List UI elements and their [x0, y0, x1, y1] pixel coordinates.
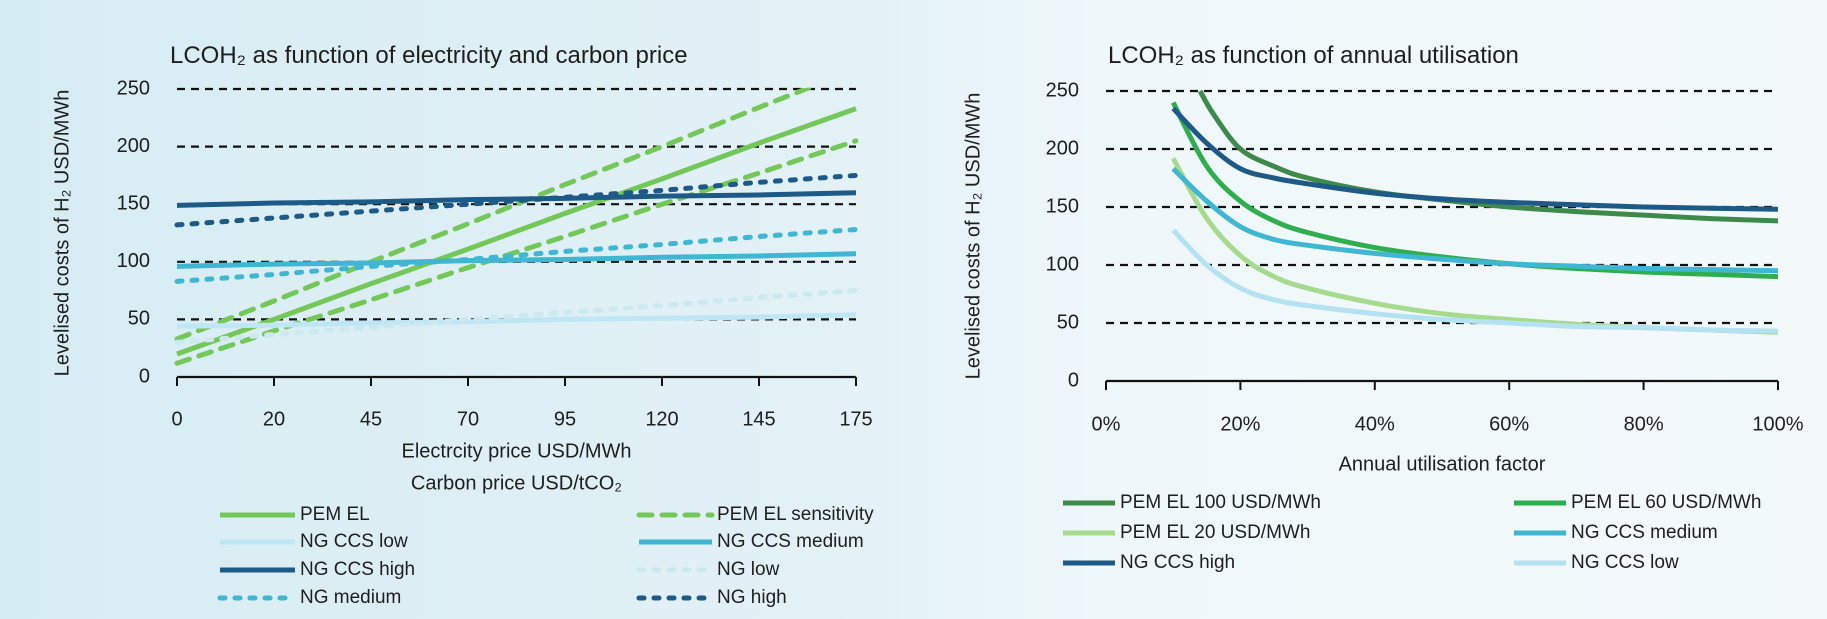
x-axis-label: Carbon price USD/tCO₂: [411, 472, 622, 494]
legend-label: NG CCS medium: [1571, 522, 1718, 543]
legend-label: PEM EL: [300, 504, 370, 525]
x-tick-label: 80%: [1624, 413, 1664, 435]
x-tick-label: 175: [839, 408, 872, 430]
x-tick-label: 40%: [1355, 413, 1395, 435]
legend-item: NG CCS medium: [1514, 522, 1718, 543]
legend-item: PEM EL 20 USD/MWh: [1063, 522, 1310, 543]
series-line-pem-el-60-usd-mwh: [1170, 101, 1779, 280]
x-axis-label: Annual utilisation factor: [1339, 453, 1546, 475]
y-tick-label: 50: [1057, 311, 1079, 333]
x-tick-label: 70: [457, 408, 479, 430]
series-layer: [174, 88, 859, 366]
y-tick-label: 150: [117, 192, 150, 214]
legend: PEM EL PEM EL sensitivity NG CCS low NG CCS…: [217, 504, 874, 608]
y-tick-label: 200: [1046, 137, 1079, 159]
legend-item: PEM EL 60 USD/MWh: [1514, 492, 1761, 513]
legend-item: NG CCS high: [220, 559, 415, 580]
series-line-ng-ccs-high: [176, 190, 857, 208]
series-line-ng-ccs-high: [1171, 106, 1779, 212]
y-tick-label: 100: [117, 250, 150, 272]
legend-label: NG CCS high: [1120, 552, 1235, 573]
y-tick-label: 200: [117, 135, 150, 157]
legend-label: NG low: [717, 559, 780, 580]
chart-title: LCOH₂ as function of annual utilisation: [1108, 42, 1519, 69]
chart-title: LCOH₂ as function of electricity and car…: [170, 42, 688, 69]
legend-item: PEM EL: [220, 504, 370, 525]
y-axis-label: Levelised costs of H₂ USD/MWh: [962, 93, 984, 380]
x-tick-label: 60%: [1489, 413, 1529, 435]
x-tick-label: 100%: [1752, 413, 1803, 435]
series-layer: [1170, 90, 1779, 335]
series-line-ng-ccs-medium: [176, 251, 857, 269]
legend-item: NG CCS low: [1514, 552, 1679, 573]
x-tick-label: 45: [360, 408, 382, 430]
legend: PEM EL 100 USD/MWh PEM EL 60 USD/MWh PEM E…: [1063, 492, 1761, 573]
legend-label: NG CCS medium: [717, 531, 864, 552]
x-tick-label: 20%: [1220, 413, 1260, 435]
chart-electricity-carbon-price: LCOH₂ as function of electricity and car…: [51, 42, 874, 608]
legend-label: PEM EL 60 USD/MWh: [1571, 492, 1761, 513]
legend-label: PEM EL sensitivity: [717, 504, 874, 525]
x-tick-label: 95: [554, 408, 576, 430]
legend-label: NG CCS low: [300, 531, 408, 552]
legend-label: NG high: [717, 587, 787, 608]
chart-annual-utilisation: LCOH₂ as function of annual utilisation L…: [962, 42, 1804, 573]
series-line-ng-ccs-medium: [1171, 166, 1779, 274]
y-tick-label: 150: [1046, 195, 1079, 217]
legend-label: PEM EL 100 USD/MWh: [1120, 492, 1321, 513]
y-tick-label: 250: [1046, 79, 1079, 101]
series-line-pem-el-20-usd-mwh: [1171, 157, 1779, 335]
legend-item: NG CCS low: [220, 531, 408, 552]
x-tick-label: 0: [171, 408, 182, 430]
y-axis-label: Levelised costs of H₂ USD/MWh: [51, 90, 73, 377]
series-line-pem-el-sensitivity: [174, 138, 859, 366]
y-tick-label: 250: [117, 77, 150, 99]
legend-item: PEM EL 100 USD/MWh: [1063, 492, 1321, 513]
legend-label: NG CCS high: [300, 559, 415, 580]
legend-item: NG medium: [217, 587, 401, 608]
x-tick-label: 145: [742, 408, 775, 430]
y-tick-label: 50: [128, 308, 150, 330]
legend-label: NG medium: [300, 587, 401, 608]
legend-item: NG CCS medium: [639, 531, 864, 552]
x-tick-label: 20: [263, 408, 285, 430]
legend-item: NG high: [636, 587, 787, 608]
legend-label: PEM EL 20 USD/MWh: [1120, 522, 1310, 543]
legend-item: NG CCS high: [1063, 552, 1235, 573]
series-line-pem-el: [176, 106, 857, 357]
series-line-ng-ccs-low: [1171, 228, 1779, 334]
legend-label: NG CCS low: [1571, 552, 1679, 573]
series-line-pem-el-sensitivity: [174, 88, 816, 342]
y-tick-label: 0: [1068, 369, 1079, 391]
x-axis-label: Electrcity price USD/MWh: [401, 440, 631, 462]
y-tick-label: 100: [1046, 253, 1079, 275]
x-tick-label: 120: [645, 408, 678, 430]
x-tick-label: 0%: [1092, 413, 1121, 435]
legend-item: PEM EL sensitivity: [636, 504, 874, 525]
series-line-ng-low: [174, 288, 859, 345]
series-line-ng-ccs-low: [176, 312, 857, 329]
y-tick-label: 0: [139, 365, 150, 387]
legend-item: NG low: [636, 559, 780, 580]
series-line-ng-medium: [174, 227, 859, 284]
